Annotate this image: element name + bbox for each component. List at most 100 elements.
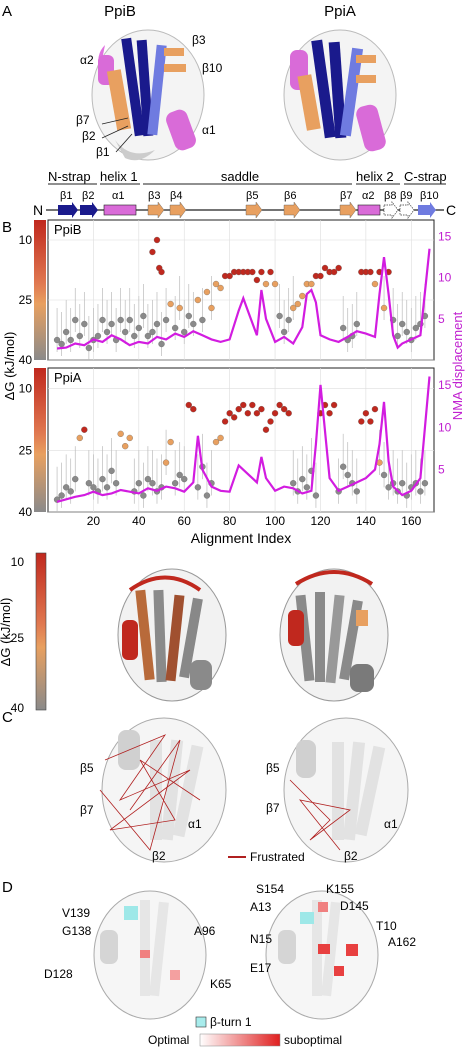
data-point	[76, 434, 83, 442]
data-point	[276, 401, 283, 409]
data-point	[403, 328, 410, 336]
panel-b-letter: B	[2, 219, 12, 236]
y2-tick-label: 5	[438, 463, 445, 477]
y-tick-label: 10	[19, 382, 33, 396]
data-point	[290, 304, 297, 312]
data-point	[131, 332, 138, 340]
data-point	[176, 304, 183, 312]
data-point	[290, 480, 297, 487]
data-point	[140, 492, 147, 499]
colorbar-bottom	[34, 368, 46, 512]
elem-a2: α2	[362, 190, 374, 202]
dg-structure-ppib	[117, 568, 227, 702]
elem-b6: β6	[284, 190, 296, 202]
cbar-tick-40: 40	[11, 701, 25, 715]
data-point	[162, 459, 170, 466]
elem-b9: β9	[400, 190, 412, 202]
region-helix1: helix 1	[100, 169, 138, 184]
elem-b10: β10	[420, 190, 439, 202]
data-point	[249, 401, 256, 409]
x-tick-label: 120	[310, 514, 330, 528]
d-left-v139: V139	[62, 906, 90, 920]
data-point	[380, 471, 388, 479]
elem-a1: α1	[112, 190, 124, 202]
data-point	[122, 443, 129, 450]
data-point	[149, 328, 156, 336]
data-point	[321, 264, 329, 272]
c-label-a1-left: α1	[188, 817, 202, 831]
colorbar-axis-label: ΔG (kJ/mol)	[0, 598, 13, 667]
data-point	[258, 405, 265, 413]
x-tick-label: 60	[178, 514, 192, 528]
y-left-label: ΔG (kJ/mol)	[2, 332, 17, 401]
data-point	[194, 296, 202, 304]
data-point	[226, 410, 233, 417]
data-point	[271, 280, 279, 288]
data-point	[226, 272, 233, 280]
data-point	[167, 438, 174, 446]
data-point	[85, 344, 93, 352]
data-point	[190, 320, 197, 328]
data-point	[253, 276, 261, 284]
data-point	[149, 480, 156, 487]
data-point	[267, 418, 274, 425]
label-beta3: β3	[192, 33, 206, 47]
x-tick-label: 100	[265, 514, 285, 528]
y2-tick-label: 5	[438, 312, 445, 326]
protein-structure-ppib	[91, 29, 205, 161]
label-beta7: β7	[76, 113, 90, 127]
data-point	[53, 336, 61, 344]
elem-b7: β7	[340, 190, 352, 202]
data-point	[262, 426, 270, 433]
data-point	[394, 332, 401, 340]
data-point	[181, 475, 188, 483]
d-left-g138: G138	[62, 924, 92, 938]
c-label-b2-left: β2	[152, 849, 166, 863]
data-point	[153, 236, 161, 244]
c-label-b7-right: β7	[266, 801, 280, 815]
y-tick-label: 10	[19, 233, 33, 247]
frustration-structure-ppib	[99, 717, 227, 863]
beta-turn-legend-label: β-turn 1	[210, 1015, 252, 1029]
c-label-b5-left: β5	[80, 761, 94, 775]
data-point	[126, 434, 133, 442]
data-point	[267, 268, 274, 276]
data-point	[249, 268, 256, 276]
dg-structure-ppia	[279, 568, 389, 702]
data-point	[203, 492, 211, 499]
data-point	[330, 401, 338, 409]
optimality-structure-ppia	[265, 890, 379, 1020]
data-point	[385, 484, 392, 491]
panel-a-letter: A	[2, 3, 12, 20]
data-point	[67, 488, 74, 495]
data-point	[194, 484, 202, 491]
y-tick-label: 25	[19, 443, 33, 457]
data-point	[103, 328, 111, 336]
beta-turn-legend-swatch	[195, 1016, 207, 1028]
data-point	[140, 312, 147, 320]
data-point	[90, 484, 97, 491]
x-tick-label: 40	[132, 514, 146, 528]
d-right-d145: D145	[340, 899, 369, 913]
y2-tick-label: 10	[438, 420, 452, 434]
data-point	[108, 320, 115, 328]
data-point	[330, 268, 338, 276]
data-point	[185, 312, 192, 320]
elem-b3: β3	[148, 190, 160, 202]
chart-ppib: PpiB 10 25 40 5 10 15	[19, 219, 452, 367]
data-point	[67, 336, 74, 344]
data-point	[244, 410, 251, 417]
data-point	[421, 480, 429, 487]
d-left-a96: A96	[194, 924, 216, 938]
panel-d-letter: D	[2, 879, 13, 896]
label-beta2: β2	[82, 129, 96, 143]
y-tick-label: 25	[19, 293, 33, 307]
data-point	[326, 410, 333, 417]
region-n-strap: N-strap	[48, 169, 91, 184]
optimality-structure-ppib	[93, 890, 207, 1020]
legend-optimal: Optimal	[148, 1033, 189, 1047]
data-point	[208, 304, 215, 312]
data-point	[72, 316, 79, 324]
data-point	[108, 467, 115, 475]
data-point	[271, 410, 279, 417]
